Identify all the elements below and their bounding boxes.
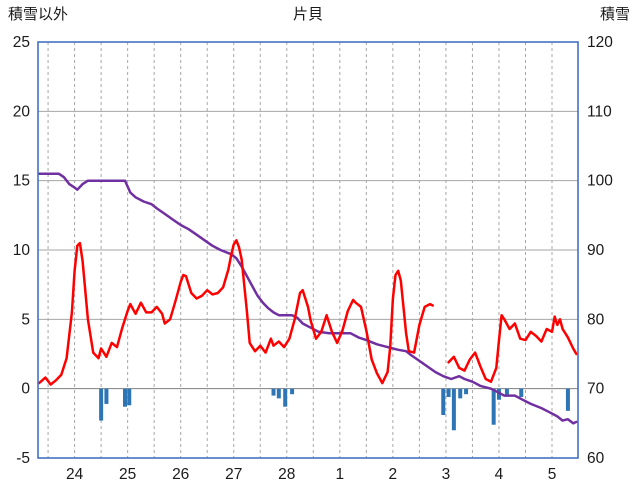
snowfall-bar [122,388,127,407]
right-tick-label: 70 [587,381,605,398]
snowfall-bar [464,388,469,395]
series-purple-line [37,172,578,425]
left-tick-label: 5 [21,311,30,328]
plot-frame [37,41,579,459]
x-tick-label: 1 [336,466,345,483]
left-tick-label: 25 [13,34,30,51]
right-tick-label: 90 [587,242,605,259]
snowfall-bar [496,388,501,400]
snowfall-bar [451,388,456,431]
left-tick-label: 0 [21,381,30,398]
x-tick-label: 24 [66,466,84,483]
snowfall-bar [504,388,509,396]
snowfall-bar [127,388,132,406]
snowfall-bar [276,388,281,399]
snowfall-bar [491,388,496,425]
snowfall-bar [283,388,288,407]
snowfall-bar [446,388,451,397]
left-tick-label: 20 [13,103,31,120]
snowfall-bar [565,388,570,411]
x-tick-label: 5 [548,466,557,483]
snowfall-bar [441,388,446,416]
series-red-line [37,239,578,386]
left-tick-label: 15 [13,173,30,190]
right-tick-label: 80 [587,311,605,328]
snowfall-bar [271,388,276,396]
snowfall-bar [290,388,295,395]
x-tick-label: 28 [278,466,295,483]
x-tick-label: 3 [442,466,451,483]
snowfall-bar [519,388,524,397]
x-tick-label: 25 [119,466,136,483]
right-tick-label: 60 [587,450,605,467]
right-axis-title: 積雪 [599,6,630,23]
x-tick-label: 4 [495,466,504,483]
right-tick-label: 120 [587,34,613,51]
left-tick-label: 10 [13,242,31,259]
left-tick-label: -5 [16,450,30,467]
snowfall-bar [99,388,104,421]
snowfall-bar [104,388,109,404]
snowfall-bar [458,388,463,399]
right-tick-label: 100 [587,173,613,190]
x-tick-label: 27 [225,466,242,483]
x-tick-label: 26 [172,466,189,483]
chart-title: 片貝 [292,6,323,23]
right-tick-label: 110 [587,103,612,120]
left-axis-title: 積雪以外 [8,6,69,23]
x-tick-label: 2 [389,466,398,483]
